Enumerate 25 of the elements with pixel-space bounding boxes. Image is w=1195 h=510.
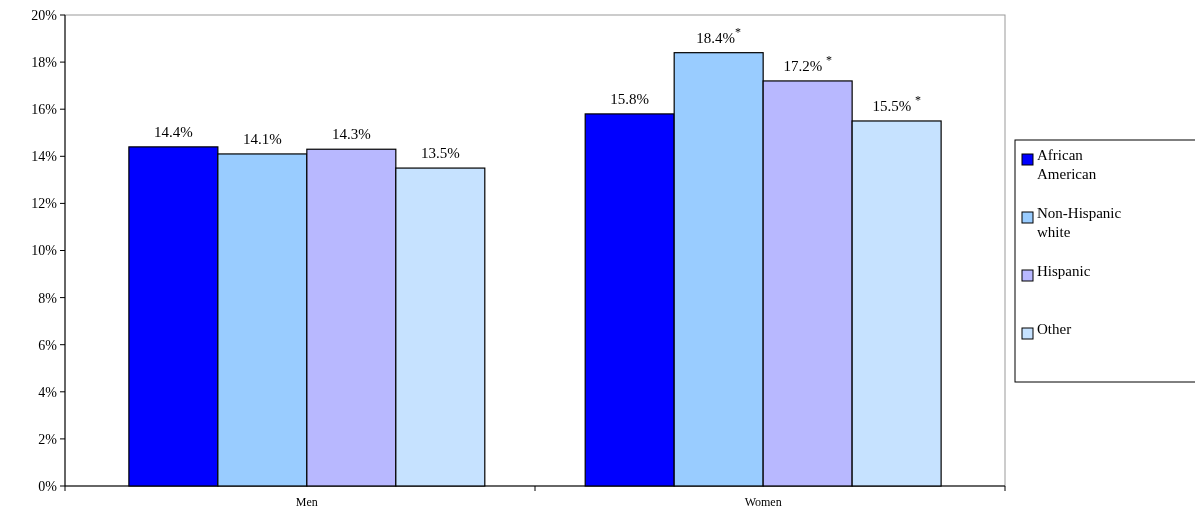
legend-label: Hispanic: [1037, 263, 1091, 279]
y-tick-label: 20%: [31, 7, 58, 23]
data-label: 18.4%$^{*}$: [696, 24, 742, 46]
data-label: 14.1%: [242, 130, 282, 147]
y-tick-label: 10%: [31, 243, 58, 259]
legend-label: Non-Hispanic white: [1037, 205, 1122, 240]
data-label: 15.5% $^{*}$: [872, 92, 921, 114]
y-tick-label: 0%: [38, 478, 58, 494]
y-tick-label: 16%: [31, 102, 58, 118]
y-tick-label: 4%: [38, 384, 58, 400]
y-tick-label: 14%: [31, 149, 58, 165]
data-label: 15.8%: [610, 90, 650, 107]
legend-label: African American: [1037, 147, 1097, 182]
data-label: 14.3%: [331, 126, 371, 143]
y-tick-label: 12%: [31, 196, 58, 212]
legend-label: Other: [1037, 321, 1072, 337]
data-label: 13.5%: [420, 145, 460, 162]
x-tick-label: Women: [744, 495, 782, 509]
y-tick-label: 18%: [31, 55, 58, 70]
y-tick-label: 8%: [38, 290, 58, 306]
data-label: 14.4%: [154, 123, 193, 140]
y-tick-label: 2%: [38, 431, 58, 447]
x-tick-label: Men: [295, 495, 318, 509]
data-label: 17.2% $^{*}$: [783, 52, 832, 74]
y-tick-label: 6%: [38, 337, 58, 353]
